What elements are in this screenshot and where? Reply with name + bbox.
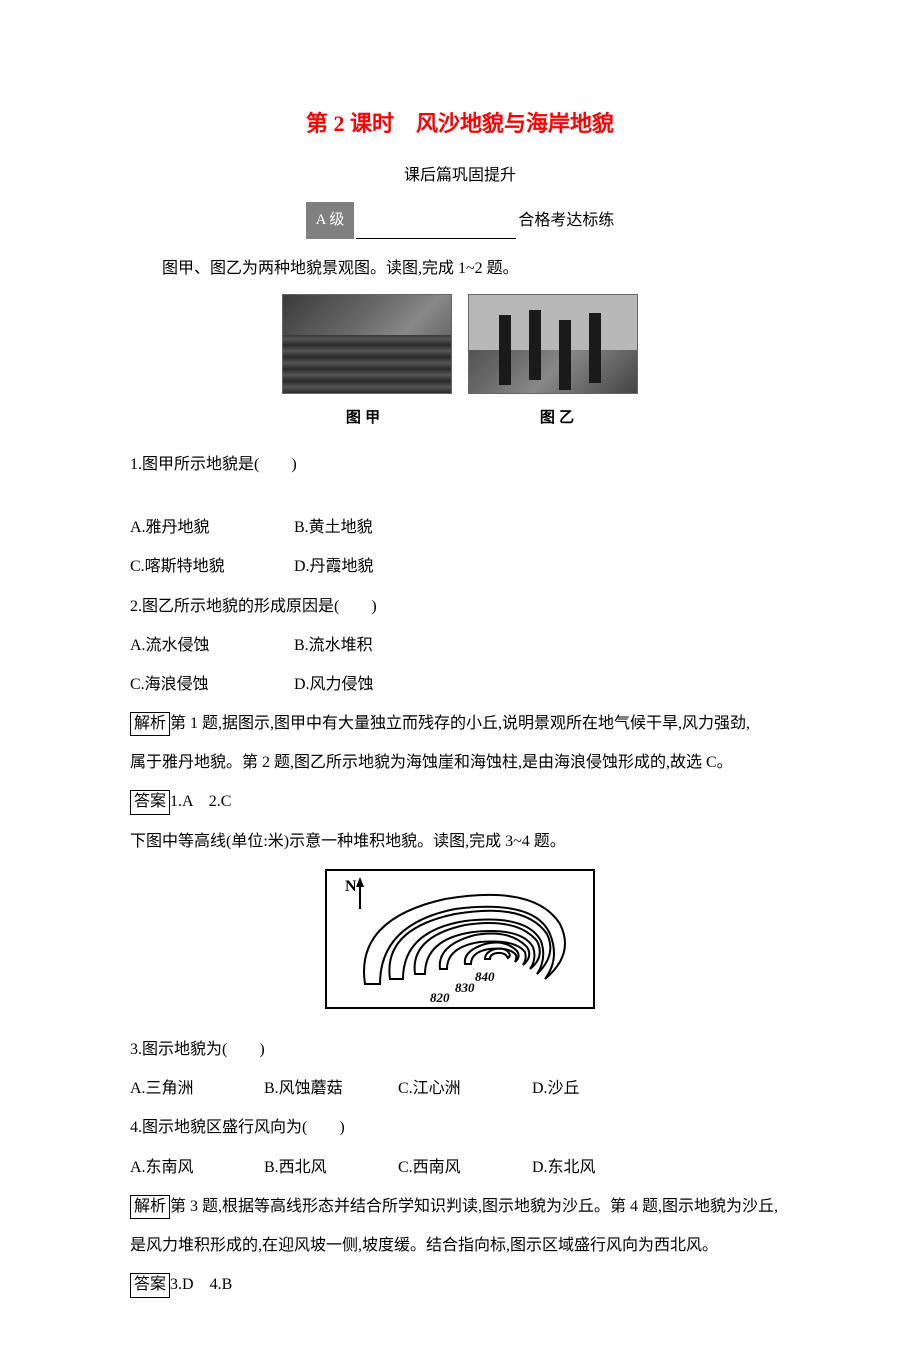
contour-svg: N 840 830 820 — [325, 869, 595, 1009]
q4-optA: A.东南风 — [130, 1150, 260, 1185]
q2-stem: 2.图乙所示地貌的形成原因是( ) — [130, 589, 790, 624]
section2-intro: 下图中等高线(单位:米)示意一种堆积地貌。读图,完成 3~4 题。 — [130, 824, 790, 859]
explain-text2-1: 第 3 题,根据等高线形态并结合所学知识判读,图示地貌为沙丘。第 4 题,图示地… — [170, 1198, 778, 1215]
level-badge: A 级 — [306, 202, 355, 239]
q3-optB: B.风蚀蘑菇 — [264, 1071, 394, 1106]
q3-stem: 3.图示地貌为( ) — [130, 1032, 790, 1067]
contour-diagram: N 840 830 820 — [130, 869, 790, 1022]
q1-optC: C.喀斯特地貌 — [130, 549, 290, 584]
svg-text:840: 840 — [475, 969, 495, 984]
q4-optD: D.东北风 — [532, 1150, 662, 1185]
image-yi — [468, 294, 638, 394]
image-jia — [282, 294, 452, 394]
section2-explain-line1: 解析第 3 题,根据等高线形态并结合所学知识判读,图示地貌为沙丘。第 4 题,图… — [130, 1189, 790, 1224]
section1-answer: 答案1.A 2.C — [130, 784, 790, 819]
svg-text:820: 820 — [430, 990, 450, 1005]
q4-options: A.东南风 B.西北风 C.西南风 D.东北风 — [130, 1150, 790, 1185]
q3-optA: A.三角洲 — [130, 1071, 260, 1106]
q2-optC: C.海浪侵蚀 — [130, 667, 290, 702]
q4-optC: C.西南风 — [398, 1150, 528, 1185]
page-subtitle: 课后篇巩固提升 — [130, 158, 790, 193]
q1-stem: 1.图甲所示地貌是( ) — [130, 447, 790, 482]
page-title: 第 2 课时 风沙地貌与海岸地貌 — [130, 100, 790, 148]
level-underline — [356, 238, 516, 239]
q1-options-row1: A.雅丹地貌 B.黄土地貌 — [130, 510, 790, 545]
north-label: N — [345, 878, 357, 895]
q1-optB: B.黄土地貌 — [294, 510, 454, 545]
section1-explain-line1: 解析第 1 题,据图示,图甲中有大量独立而残存的小丘,说明景观所在地气候干旱,风… — [130, 706, 790, 741]
section1-explain-line2: 属于雅丹地貌。第 2 题,图乙所示地貌为海蚀崖和海蚀柱,是由海浪侵蚀形成的,故选… — [130, 745, 790, 780]
q2-options-row2: C.海浪侵蚀 D.风力侵蚀 — [130, 667, 790, 702]
caption-jia: 图 甲 — [274, 401, 452, 434]
answer-label-2: 答案 — [130, 1273, 170, 1297]
q3-options: A.三角洲 B.风蚀蘑菇 C.江心洲 D.沙丘 — [130, 1071, 790, 1106]
q2-options-row1: A.流水侵蚀 B.流水堆积 — [130, 628, 790, 663]
image-caption-row: 图 甲 图 乙 — [130, 400, 790, 435]
q2-optA: A.流水侵蚀 — [130, 628, 290, 663]
q2-optB: B.流水堆积 — [294, 628, 454, 663]
svg-text:830: 830 — [455, 980, 475, 995]
explain-label-2: 解析 — [130, 1195, 170, 1219]
q1-optD: D.丹霞地貌 — [294, 549, 454, 584]
image-row — [130, 294, 790, 394]
q3-optC: C.江心洲 — [398, 1071, 528, 1106]
level-label: 合格考达标练 — [518, 203, 614, 238]
section2-explain-line2: 是风力堆积形成的,在迎风坡一侧,坡度缓。结合指向标,图示区域盛行风向为西北风。 — [130, 1228, 790, 1263]
q1-optA: A.雅丹地貌 — [130, 510, 290, 545]
section2-answer: 答案3.D 4.B — [130, 1267, 790, 1302]
explain-text1: 第 1 题,据图示,图甲中有大量独立而残存的小丘,说明景观所在地气候干旱,风力强… — [170, 715, 750, 732]
answer-label: 答案 — [130, 790, 170, 814]
caption-yi: 图 乙 — [468, 401, 646, 434]
q1-options-row2: C.喀斯特地貌 D.丹霞地貌 — [130, 549, 790, 584]
answer-text-2: 3.D 4.B — [170, 1276, 232, 1293]
q2-optD: D.风力侵蚀 — [294, 667, 454, 702]
spacer — [130, 486, 790, 506]
answer-text: 1.A 2.C — [170, 793, 231, 810]
q3-optD: D.沙丘 — [532, 1071, 662, 1106]
q4-optB: B.西北风 — [264, 1150, 394, 1185]
q4-stem: 4.图示地貌区盛行风向为( ) — [130, 1110, 790, 1145]
level-row: A 级 合格考达标练 — [130, 202, 790, 239]
section1-intro: 图甲、图乙为两种地貌景观图。读图,完成 1~2 题。 — [130, 251, 790, 286]
explain-label: 解析 — [130, 712, 170, 736]
